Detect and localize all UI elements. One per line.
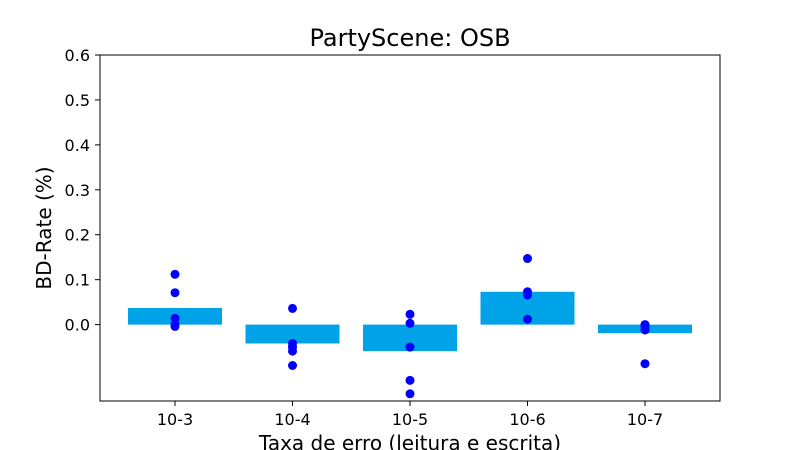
points-layer xyxy=(170,254,650,399)
data-point-10-5-1 xyxy=(405,309,415,319)
x-tick-label-10-5: 10-5 xyxy=(392,410,428,429)
y-tick-label-0.0: 0.0 xyxy=(65,316,90,335)
y-tick-label-0.3: 0.3 xyxy=(65,181,90,200)
data-point-10-4-4 xyxy=(288,346,297,356)
data-point-10-3-2 xyxy=(170,288,180,298)
x-axis: 10-3 10-4 10-5 10-6 10-7 xyxy=(157,401,663,429)
data-point-10-5-2 xyxy=(405,318,415,328)
x-axis-label: Taxa de erro (leitura e escrita) xyxy=(258,431,561,450)
data-point-10-5-3 xyxy=(405,342,415,352)
x-tick-label-10-7: 10-7 xyxy=(627,410,663,429)
data-point-10-7-3 xyxy=(640,325,650,335)
y-tick-label-0.5: 0.5 xyxy=(65,91,90,110)
bar-10-4 xyxy=(245,324,340,344)
data-point-10-6-1 xyxy=(523,254,532,264)
data-point-10-7-4 xyxy=(640,359,650,369)
data-point-10-4-1 xyxy=(288,303,297,313)
data-point-10-6-3 xyxy=(523,290,532,300)
data-point-10-6-4 xyxy=(523,314,532,324)
chart-title: PartyScene: OSB xyxy=(309,24,510,52)
x-tick-label-10-4: 10-4 xyxy=(274,410,310,429)
data-point-10-5-5 xyxy=(405,389,415,399)
data-point-10-5-4 xyxy=(405,375,415,385)
data-point-10-3-3 xyxy=(170,313,180,323)
data-point-10-4-5 xyxy=(288,361,297,371)
y-tick-label-0.6: 0.6 xyxy=(65,46,90,65)
y-tick-label-0.4: 0.4 xyxy=(65,136,90,155)
y-axis-label: BD-Rate (%) xyxy=(32,166,56,289)
x-tick-label-10-3: 10-3 xyxy=(157,410,193,429)
data-point-10-3-1 xyxy=(170,269,180,279)
y-tick-label-0.2: 0.2 xyxy=(65,226,90,245)
x-tick-label-10-6: 10-6 xyxy=(509,410,545,429)
y-axis: 0.0 0.1 0.2 0.3 0.4 0.5 0.6 xyxy=(65,46,100,335)
y-tick-label-0.1: 0.1 xyxy=(65,271,90,290)
data-point-10-3-5 xyxy=(170,321,180,331)
